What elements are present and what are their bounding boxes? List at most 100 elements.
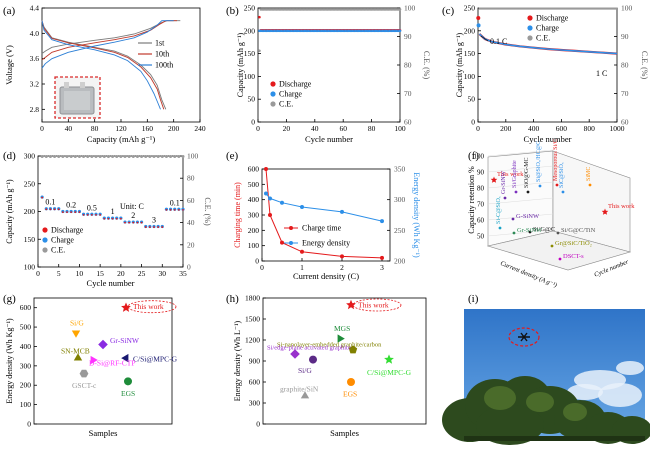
y2-tick-label: 200 <box>394 257 406 266</box>
y-tick-label: 600 <box>249 378 261 387</box>
data-point-triangle-right <box>337 334 345 343</box>
charge-time-point <box>300 249 304 254</box>
y-tick-label: 250 <box>24 179 36 188</box>
charge-time-point <box>264 167 268 171</box>
data-point-star <box>384 354 394 364</box>
unit-label: Unit: C <box>120 202 144 211</box>
discharge-point <box>86 213 89 216</box>
point-label: Si-nanolayer-embedded graphite/carbon <box>277 341 382 348</box>
x-tick-label: 120 <box>115 124 127 133</box>
ce-point <box>140 155 144 159</box>
z-tick-label: 60 <box>477 217 485 225</box>
y-tick-label: 1500 <box>245 315 260 324</box>
y-tick-label: 600 <box>248 165 260 174</box>
x-axis-label: Capacity (mAh g⁻¹) <box>87 134 156 144</box>
legend-label: C.E. <box>51 246 65 255</box>
y-tick-label: 300 <box>24 152 36 161</box>
rate-label: 0.1 <box>170 198 180 207</box>
ce-point <box>73 155 77 159</box>
energy-density-point <box>380 219 384 224</box>
point-label: DSCT-s <box>563 253 584 260</box>
y-axis-label: Voltage (V) <box>4 45 14 85</box>
legend-marker <box>270 81 276 87</box>
drone-highlight-ellipse <box>508 327 540 347</box>
y-tick-label: 200 <box>248 226 260 235</box>
energy-density-point <box>340 209 344 214</box>
y-tick-label: 100 <box>20 400 32 409</box>
y2-tick-label: 70 <box>621 89 629 98</box>
discharge-point <box>45 208 48 211</box>
x-tick-label: 0 <box>40 124 44 133</box>
data-point <box>498 226 502 230</box>
data-point-star <box>121 302 131 312</box>
discharge-point <box>70 211 73 214</box>
x-tick-label: 0 <box>256 124 260 133</box>
legend-label: Charge <box>536 24 559 33</box>
data-point <box>555 183 559 187</box>
discharge-point <box>153 226 155 228</box>
drone-body <box>522 335 526 339</box>
discharge-point <box>476 16 481 21</box>
y2-tick-label: 60 <box>187 196 195 205</box>
plot-frame <box>262 297 427 425</box>
data-point <box>538 184 542 188</box>
ce-point <box>152 155 156 159</box>
x-axis-label: Samples <box>89 428 118 438</box>
y2-tick-label: 100 <box>621 4 633 13</box>
x-axis-label: Cycle number <box>305 134 353 144</box>
data-point <box>528 230 532 234</box>
gridline <box>487 213 554 221</box>
y-tick-label: 2.8 <box>30 105 40 114</box>
charge-time-point <box>268 213 272 217</box>
series-line <box>41 20 174 69</box>
rate-label: 0.5 <box>87 203 97 212</box>
y-tick-label: 300 <box>20 361 32 370</box>
charge-point <box>398 29 402 33</box>
panel-label: (f) <box>468 150 479 162</box>
x-axis-label: Cycle number <box>87 278 135 288</box>
panel-label: (b) <box>226 5 239 17</box>
y2-axis-label: C.E. (%) <box>640 51 649 80</box>
x-axis-label: Current density (C) <box>293 271 359 281</box>
legend-label: Charge <box>51 236 74 245</box>
annotation: 1 C <box>596 69 607 78</box>
discharge-point <box>136 221 139 224</box>
z-tick-label: 90 <box>477 169 485 177</box>
tree-canopy <box>476 405 544 445</box>
gridline <box>487 197 554 205</box>
legend-marker <box>42 227 48 233</box>
ce-point <box>86 155 90 159</box>
ce-point <box>258 49 261 53</box>
ce-point <box>127 155 131 159</box>
discharge-point <box>148 226 151 228</box>
x-tick-label: 160 <box>142 124 154 133</box>
y-axis-label: Capacity (mAh g⁻¹) <box>5 179 14 244</box>
point-label: C/Si@MPC-G <box>367 368 412 377</box>
cloud <box>598 383 642 407</box>
x-tick-label: 5 <box>57 269 61 278</box>
panel-label: (c) <box>442 5 455 17</box>
x-tick-label: 80 <box>368 124 376 133</box>
y2-tick-label: 250 <box>394 226 406 235</box>
series-line <box>41 20 165 110</box>
data-point-diamond <box>98 339 108 350</box>
point-label: EGS <box>343 390 357 399</box>
ce-point <box>44 155 48 159</box>
panel-b: (b) 0 20 40 60 80 100 0 50 100 150 200 250 60 70 80 90 10… <box>226 4 431 145</box>
data-point-circle <box>347 378 355 386</box>
ce-point <box>115 155 119 159</box>
gridline <box>487 149 554 157</box>
x-tick-label: 60 <box>339 124 347 133</box>
discharge-point <box>82 213 85 216</box>
discharge-point <box>49 208 52 211</box>
panel-label: (i) <box>468 293 479 305</box>
charge-point <box>476 23 481 28</box>
y2-tick-label: 40 <box>187 218 195 227</box>
cloud <box>616 361 644 375</box>
point-label: Mesoporous Si/C <box>553 139 559 181</box>
point-label: SiC@SiOₓ <box>559 162 565 188</box>
ce-point <box>40 155 44 159</box>
series-line <box>41 20 177 61</box>
y2-tick-label: 80 <box>621 61 629 70</box>
tree-highlight <box>526 392 554 412</box>
